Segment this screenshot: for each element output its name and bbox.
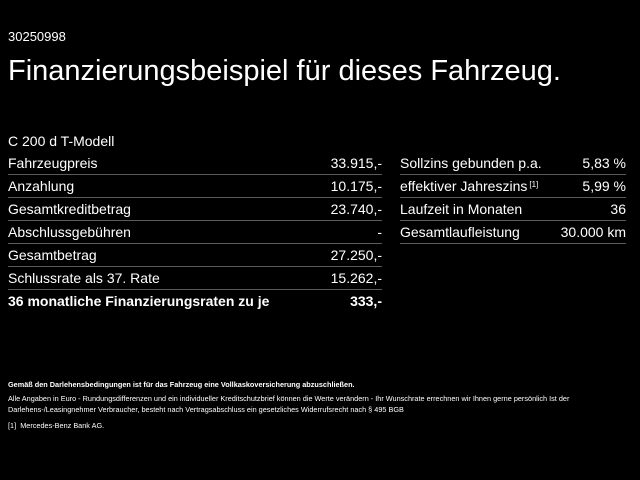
footnote-text: Mercedes-Benz Bank AG. [20, 421, 105, 430]
row-label: Gesamtkreditbetrag [8, 201, 131, 217]
vehicle-model: C 200 d T-Modell [8, 133, 115, 149]
table-row: Schlussrate als 37. Rate 15.262,- [8, 267, 382, 290]
row-label: Fahrzeugpreis [8, 155, 98, 171]
table-row: effektiver Jahreszins [1] 5,99 % [400, 175, 626, 198]
insurance-note: Gemäß den Darlehensbedingungen ist für d… [8, 380, 355, 389]
row-value: 27.250,- [330, 247, 382, 263]
table-row: Laufzeit in Monaten 36 [400, 198, 626, 221]
row-value: 30.000 km [560, 224, 626, 240]
row-label: 36 monatliche Finanzierungsraten zu je [8, 293, 270, 309]
table-row: Fahrzeugpreis 33.915,- [8, 152, 382, 175]
reference-number: 30250998 [8, 29, 66, 44]
footnote-marker: [1] [529, 180, 539, 189]
table-row: Gesamtbetrag 27.250,- [8, 244, 382, 267]
financing-table-left: Fahrzeugpreis 33.915,- Anzahlung 10.175,… [8, 152, 382, 312]
row-label: effektiver Jahreszins [1] [400, 178, 538, 194]
page-title: Finanzierungsbeispiel für dieses Fahrzeu… [8, 55, 561, 87]
table-row: Abschlussgebühren - [8, 221, 382, 244]
row-value: 36 [610, 201, 626, 217]
table-row: Gesamtkreditbetrag 23.740,- [8, 198, 382, 221]
row-value: 15.262,- [330, 270, 382, 286]
financing-table-right: Sollzins gebunden p.a. 5,83 % effektiver… [400, 152, 626, 244]
row-label: Abschlussgebühren [8, 224, 131, 240]
table-row: Gesamtlaufleistung 30.000 km [400, 221, 626, 244]
row-value: 23.740,- [330, 201, 382, 217]
table-row: Sollzins gebunden p.a. 5,83 % [400, 152, 626, 175]
row-label: Gesamtlaufleistung [400, 224, 520, 240]
footnote: [1] Mercedes-Benz Bank AG. [8, 420, 628, 431]
row-value: 5,99 % [582, 178, 626, 194]
row-value: 33.915,- [330, 155, 382, 171]
disclaimer-note: Alle Angaben in Euro - Rundungsdifferenz… [8, 394, 570, 414]
row-label: Anzahlung [8, 178, 75, 194]
row-label: Gesamtbetrag [8, 247, 97, 263]
row-label: Schlussrate als 37. Rate [8, 270, 160, 286]
row-label-text: effektiver Jahreszins [400, 178, 528, 194]
row-value: 333,- [350, 293, 382, 309]
row-label: Laufzeit in Monaten [400, 201, 523, 217]
row-value: 10.175,- [330, 178, 382, 194]
monthly-rate-row: 36 monatliche Finanzierungsraten zu je 3… [8, 290, 382, 312]
footnote-marker: [1] [8, 421, 17, 430]
row-value: 5,83 % [582, 155, 626, 171]
table-row: Anzahlung 10.175,- [8, 175, 382, 198]
row-value: - [377, 224, 382, 240]
row-label: Sollzins gebunden p.a. [400, 155, 542, 171]
